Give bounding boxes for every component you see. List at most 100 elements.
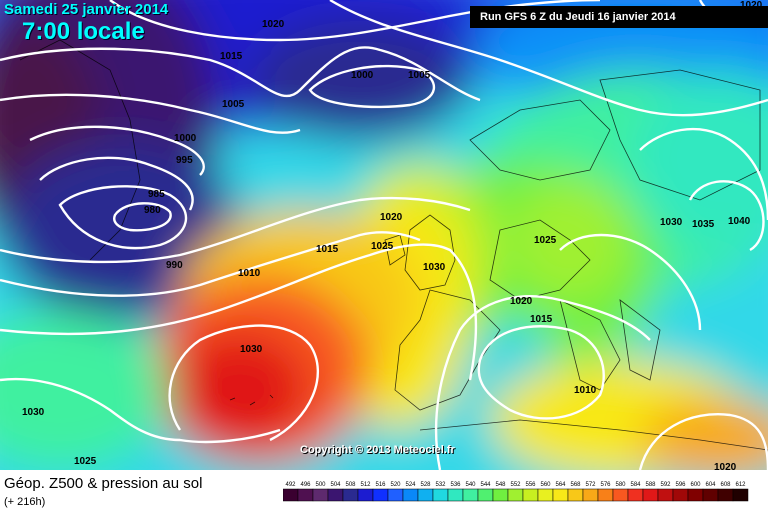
isobar-label: 1025 [534, 235, 557, 246]
forecast-date: Samedi 25 janvier 2014 [4, 1, 169, 18]
color-scale-legend: 492 496 500 504 508 512 516 520 524 528 532 536 540 5… [283, 482, 749, 502]
legend-value: 584 [630, 482, 641, 488]
legend-swatch [402, 488, 419, 502]
forecast-time: 7:00 locale [22, 18, 145, 45]
legend-swatch [582, 488, 599, 502]
isobar-label: 1005 [408, 70, 431, 81]
isobar-label: 980 [144, 205, 161, 216]
legend-value: 612 [735, 482, 746, 488]
legend-value: 512 [360, 482, 371, 488]
legend-value: 528 [420, 482, 431, 488]
legend-value: 504 [330, 482, 341, 488]
legend-value: 568 [570, 482, 581, 488]
legend-value: 500 [315, 482, 326, 488]
legend-swatch [283, 488, 299, 502]
isobars [0, 0, 768, 470]
legend-swatch [297, 488, 314, 502]
isobar-label: 1025 [371, 241, 394, 252]
legend-value: 608 [720, 482, 731, 488]
legend-swatch [687, 488, 704, 502]
legend-swatch [477, 488, 494, 502]
legend-swatch [357, 488, 374, 502]
isobar-label: 1015 [316, 244, 339, 255]
isobar-label: 1020 [714, 462, 737, 470]
legend-swatch [612, 488, 629, 502]
isobar-label: 1010 [238, 268, 261, 279]
isobar-label: 1030 [240, 344, 263, 355]
isobar-label: 1020 [380, 212, 403, 223]
legend-value: 588 [645, 482, 656, 488]
copyright-notice: Copyright © 2013 Meteociel.fr [300, 444, 455, 456]
isobar-label: 1020 [262, 19, 285, 30]
legend-swatch [597, 488, 614, 502]
legend-swatch [567, 488, 584, 502]
legend-value: 516 [375, 482, 386, 488]
legend-value: 508 [345, 482, 356, 488]
legend-swatch [327, 488, 344, 502]
legend-swatch [507, 488, 524, 502]
legend-value: 524 [405, 482, 416, 488]
legend-swatch [372, 488, 389, 502]
isobar-label: 1035 [692, 219, 715, 230]
isobar-label: 1020 [740, 0, 763, 11]
isobar-label: 1005 [222, 99, 245, 110]
legend-value: 536 [450, 482, 461, 488]
legend-value: 544 [480, 482, 491, 488]
isobar-label: 1030 [660, 217, 683, 228]
isobar-label: 1020 [510, 296, 533, 307]
isobar-labels: 1020 1015 1000 1005 1005 1000 995 985 98… [22, 0, 763, 470]
legend-value: 604 [705, 482, 716, 488]
legend-value: 548 [495, 482, 506, 488]
legend-value: 496 [300, 482, 311, 488]
legend-swatch [492, 488, 509, 502]
legend-swatch [342, 488, 359, 502]
legend-swatch [447, 488, 464, 502]
legend-swatch [552, 488, 569, 502]
legend-value: 492 [285, 482, 296, 488]
legend-value: 540 [465, 482, 476, 488]
isobar-label: 1015 [220, 51, 243, 62]
isobar-label: 995 [176, 155, 193, 166]
isobar-label: 1025 [74, 456, 97, 467]
legend-value: 520 [390, 482, 401, 488]
legend-value: 572 [585, 482, 596, 488]
coastlines [19, 39, 768, 451]
legend-value: 600 [690, 482, 701, 488]
legend-swatch [732, 488, 749, 502]
legend-value: 552 [510, 482, 521, 488]
isobar-label: 1010 [574, 385, 597, 396]
legend-swatch [432, 488, 449, 502]
legend-swatch [462, 488, 479, 502]
legend-swatch [312, 488, 329, 502]
legend-swatch [627, 488, 644, 502]
isobar-label: 1030 [22, 407, 45, 418]
isobar-label: 1000 [174, 133, 197, 144]
legend-swatch [417, 488, 434, 502]
legend-value: 564 [555, 482, 566, 488]
isobar-label: 990 [166, 260, 183, 271]
legend-swatch [702, 488, 719, 502]
legend-swatch [522, 488, 539, 502]
map-title: Géop. Z500 & pression au sol [4, 475, 203, 492]
legend-swatch [537, 488, 554, 502]
legend-swatch [657, 488, 674, 502]
legend-swatch [717, 488, 734, 502]
isobar-label: 1015 [530, 314, 553, 325]
legend-swatch [642, 488, 659, 502]
legend-swatch [387, 488, 404, 502]
isobar-label: 1040 [728, 216, 751, 227]
isobar-label: 1030 [423, 262, 446, 273]
isobar-label: 1000 [351, 70, 374, 81]
geopotential-map: 1020 1015 1000 1005 1005 1000 995 985 98… [0, 0, 768, 470]
legend-swatch [672, 488, 689, 502]
legend-value: 532 [435, 482, 446, 488]
legend-value: 560 [540, 482, 551, 488]
legend-value: 592 [660, 482, 671, 488]
model-run-label: Run GFS 6 Z du Jeudi 16 janvier 2014 [470, 6, 768, 28]
isobar-label: 985 [148, 189, 165, 200]
legend-value: 580 [615, 482, 626, 488]
legend-value: 596 [675, 482, 686, 488]
forecast-lead-time: (+ 216h) [4, 496, 46, 508]
legend-value: 576 [600, 482, 611, 488]
